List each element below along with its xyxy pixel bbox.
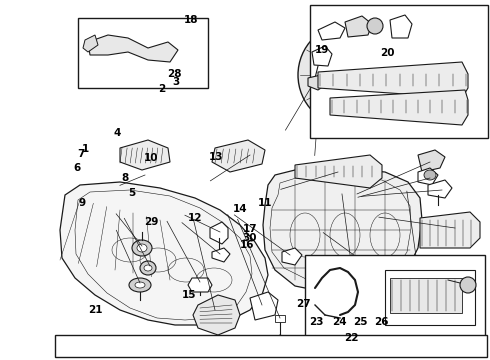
Bar (390, 278, 462, 313)
Ellipse shape (144, 265, 152, 271)
Text: 20: 20 (380, 48, 394, 58)
Text: 30: 30 (243, 233, 257, 243)
Polygon shape (428, 180, 452, 198)
Polygon shape (312, 46, 332, 66)
Polygon shape (210, 222, 228, 244)
Text: 24: 24 (332, 317, 346, 327)
Bar (385, 270, 475, 325)
Ellipse shape (140, 261, 156, 275)
Text: 25: 25 (353, 317, 368, 327)
Polygon shape (330, 90, 468, 125)
Ellipse shape (135, 282, 145, 288)
Polygon shape (88, 35, 178, 62)
Text: 29: 29 (144, 217, 158, 228)
Ellipse shape (298, 23, 402, 127)
Text: 13: 13 (208, 152, 223, 162)
Text: 7: 7 (77, 149, 85, 159)
Polygon shape (420, 212, 480, 248)
Polygon shape (390, 15, 412, 38)
Text: 23: 23 (309, 317, 323, 327)
Polygon shape (83, 35, 98, 52)
Ellipse shape (129, 278, 151, 292)
Text: 15: 15 (181, 290, 196, 300)
Text: 18: 18 (184, 15, 198, 25)
Text: 11: 11 (257, 198, 272, 208)
Bar (305, 255, 485, 340)
Polygon shape (418, 150, 445, 172)
Text: 28: 28 (167, 69, 181, 79)
Ellipse shape (132, 240, 152, 256)
Text: 9: 9 (79, 198, 86, 208)
Text: 10: 10 (144, 153, 158, 163)
Text: 19: 19 (315, 45, 330, 55)
Bar (55, 335, 487, 357)
Ellipse shape (66, 341, 78, 351)
Text: 1: 1 (82, 144, 89, 154)
Text: 22: 22 (344, 333, 359, 343)
Text: 14: 14 (233, 204, 247, 214)
Text: 6: 6 (74, 163, 81, 174)
Polygon shape (212, 248, 230, 262)
Polygon shape (60, 182, 268, 325)
Bar (78, 18, 208, 88)
Text: 16: 16 (240, 240, 255, 250)
Polygon shape (212, 140, 265, 172)
Polygon shape (193, 295, 240, 335)
Text: 2: 2 (158, 84, 165, 94)
Polygon shape (275, 315, 285, 322)
Ellipse shape (345, 16, 355, 26)
Text: 27: 27 (296, 299, 311, 309)
Text: 12: 12 (188, 213, 202, 223)
Text: 4: 4 (114, 128, 122, 138)
Polygon shape (418, 168, 438, 185)
Polygon shape (250, 292, 278, 320)
Polygon shape (318, 62, 468, 98)
Text: 26: 26 (374, 317, 389, 327)
Ellipse shape (338, 63, 362, 87)
Bar (310, 5, 488, 138)
Polygon shape (120, 140, 170, 170)
Text: 5: 5 (129, 188, 136, 198)
Text: 8: 8 (122, 173, 128, 183)
Polygon shape (263, 168, 422, 292)
Text: 21: 21 (88, 305, 103, 315)
Polygon shape (188, 278, 212, 292)
Text: 3: 3 (173, 77, 180, 87)
Polygon shape (350, 268, 440, 305)
Ellipse shape (316, 41, 384, 109)
Ellipse shape (460, 277, 476, 293)
Text: 17: 17 (243, 224, 257, 234)
Ellipse shape (345, 70, 355, 80)
Polygon shape (282, 248, 302, 265)
Ellipse shape (137, 244, 147, 252)
Polygon shape (345, 16, 372, 37)
Polygon shape (318, 22, 345, 40)
Polygon shape (308, 74, 330, 90)
Ellipse shape (367, 18, 383, 34)
Ellipse shape (424, 170, 436, 180)
Polygon shape (295, 155, 382, 188)
